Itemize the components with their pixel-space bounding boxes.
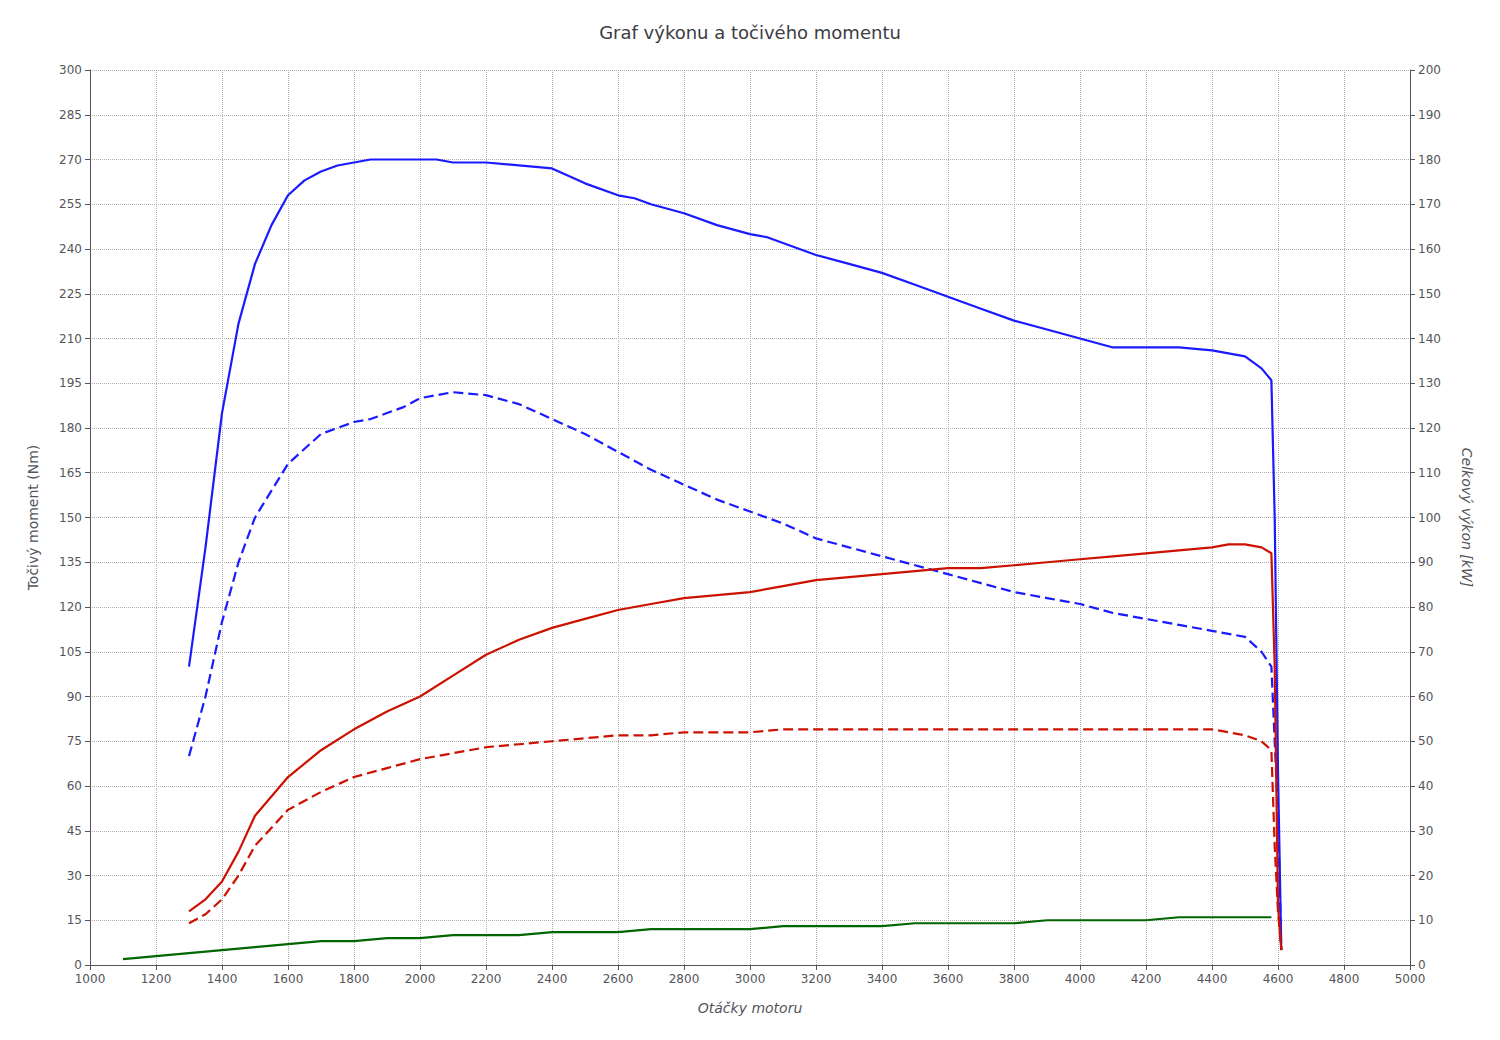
svg-text:60: 60 xyxy=(1418,690,1433,704)
svg-text:2600: 2600 xyxy=(603,972,634,986)
svg-text:4600: 4600 xyxy=(1263,972,1294,986)
svg-text:195: 195 xyxy=(59,376,82,390)
svg-text:160: 160 xyxy=(1418,242,1441,256)
svg-text:130: 130 xyxy=(1418,376,1441,390)
svg-text:110: 110 xyxy=(1418,466,1441,480)
svg-text:270: 270 xyxy=(59,153,82,167)
svg-text:45: 45 xyxy=(67,824,82,838)
svg-text:135: 135 xyxy=(59,555,82,569)
svg-text:80: 80 xyxy=(1418,600,1433,614)
svg-text:100: 100 xyxy=(1418,511,1441,525)
svg-text:50: 50 xyxy=(1418,734,1433,748)
svg-text:150: 150 xyxy=(59,511,82,525)
svg-text:2800: 2800 xyxy=(669,972,700,986)
svg-text:120: 120 xyxy=(1418,421,1441,435)
svg-text:180: 180 xyxy=(59,421,82,435)
svg-text:0: 0 xyxy=(1418,958,1426,972)
svg-text:Otáčky motoru: Otáčky motoru xyxy=(698,1000,803,1016)
svg-text:75: 75 xyxy=(67,734,82,748)
svg-text:1200: 1200 xyxy=(141,972,172,986)
svg-text:170: 170 xyxy=(1418,197,1441,211)
svg-text:70: 70 xyxy=(1418,645,1433,659)
svg-text:150: 150 xyxy=(1418,287,1441,301)
svg-text:4800: 4800 xyxy=(1329,972,1360,986)
svg-text:3400: 3400 xyxy=(867,972,898,986)
svg-text:5000: 5000 xyxy=(1395,972,1426,986)
svg-text:3800: 3800 xyxy=(999,972,1030,986)
svg-text:40: 40 xyxy=(1418,779,1433,793)
svg-text:1400: 1400 xyxy=(207,972,238,986)
svg-text:165: 165 xyxy=(59,466,82,480)
svg-text:4400: 4400 xyxy=(1197,972,1228,986)
svg-text:90: 90 xyxy=(67,690,82,704)
svg-text:30: 30 xyxy=(1418,824,1433,838)
svg-text:255: 255 xyxy=(59,197,82,211)
svg-text:140: 140 xyxy=(1418,332,1441,346)
svg-text:90: 90 xyxy=(1418,555,1433,569)
svg-text:2000: 2000 xyxy=(405,972,436,986)
svg-text:Točivý moment (Nm): Točivý moment (Nm) xyxy=(25,445,41,592)
svg-text:225: 225 xyxy=(59,287,82,301)
svg-text:190: 190 xyxy=(1418,108,1441,122)
svg-text:20: 20 xyxy=(1418,869,1433,883)
svg-text:Celkový výkon [kW]: Celkový výkon [kW] xyxy=(1459,448,1475,587)
svg-text:300: 300 xyxy=(59,63,82,77)
svg-text:4200: 4200 xyxy=(1131,972,1162,986)
svg-text:15: 15 xyxy=(67,913,82,927)
svg-text:1800: 1800 xyxy=(339,972,370,986)
svg-text:0: 0 xyxy=(74,958,82,972)
svg-text:3000: 3000 xyxy=(735,972,766,986)
svg-text:285: 285 xyxy=(59,108,82,122)
svg-text:3200: 3200 xyxy=(801,972,832,986)
svg-text:105: 105 xyxy=(59,645,82,659)
svg-text:200: 200 xyxy=(1418,63,1441,77)
svg-text:2400: 2400 xyxy=(537,972,568,986)
svg-text:240: 240 xyxy=(59,242,82,256)
svg-text:210: 210 xyxy=(59,332,82,346)
svg-text:2200: 2200 xyxy=(471,972,502,986)
svg-text:4000: 4000 xyxy=(1065,972,1096,986)
svg-text:120: 120 xyxy=(59,600,82,614)
svg-text:1000: 1000 xyxy=(75,972,106,986)
svg-text:180: 180 xyxy=(1418,153,1441,167)
svg-text:1600: 1600 xyxy=(273,972,304,986)
svg-text:Graf výkonu a točivého momentu: Graf výkonu a točivého momentu xyxy=(599,22,901,43)
svg-text:3600: 3600 xyxy=(933,972,964,986)
svg-text:60: 60 xyxy=(67,779,82,793)
svg-text:10: 10 xyxy=(1418,913,1433,927)
svg-text:30: 30 xyxy=(67,869,82,883)
